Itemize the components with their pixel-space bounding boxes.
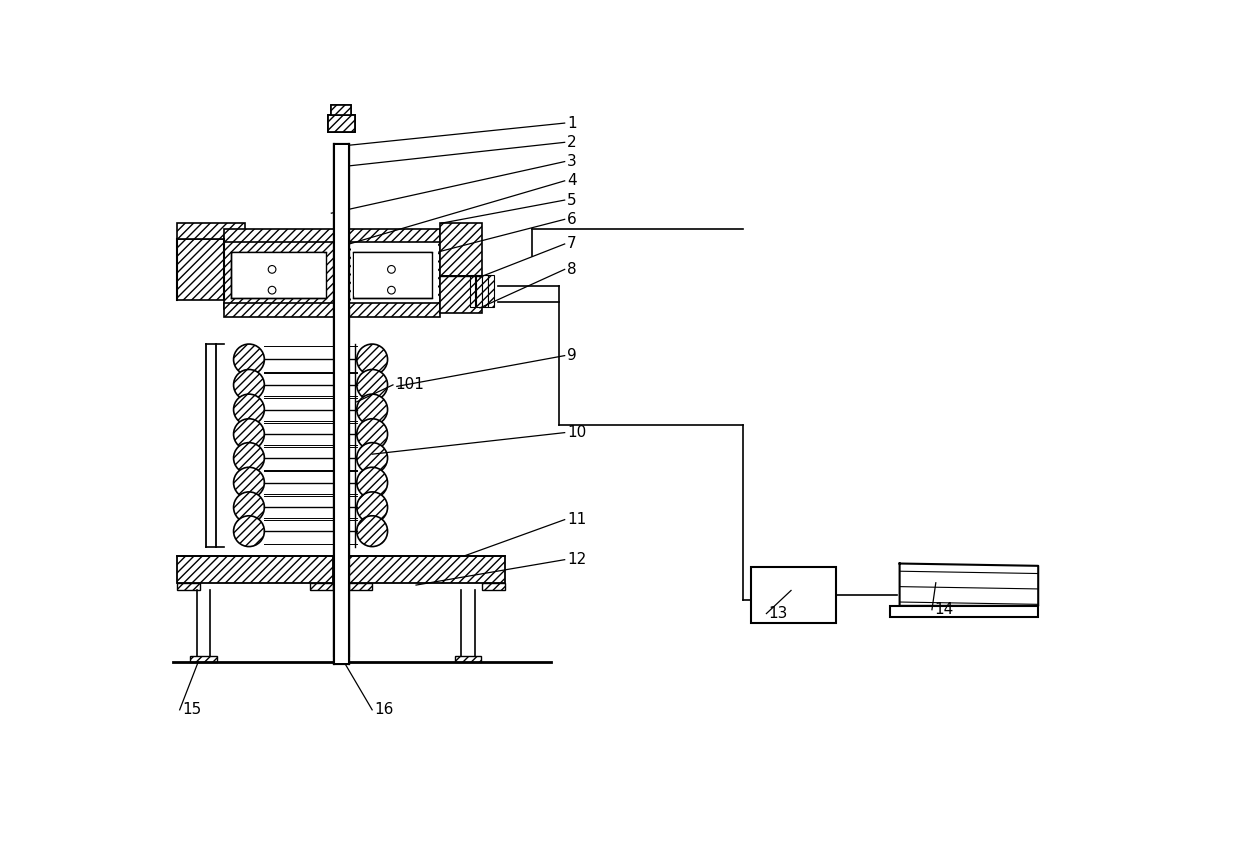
Text: 10: 10 [567, 426, 587, 440]
Circle shape [357, 419, 388, 449]
Bar [223, 303, 440, 317]
Circle shape [268, 266, 277, 273]
Text: 1: 1 [567, 116, 577, 130]
Bar [335, 145, 348, 663]
Bar [233, 253, 325, 296]
Bar [331, 106, 351, 114]
Text: 3: 3 [567, 154, 577, 169]
Bar [334, 144, 350, 663]
Text: 15: 15 [182, 702, 201, 717]
Circle shape [357, 516, 388, 547]
Bar [177, 556, 332, 583]
Bar [191, 656, 217, 662]
Circle shape [233, 419, 264, 449]
Circle shape [357, 467, 388, 498]
Bar [350, 236, 440, 310]
Bar [355, 253, 430, 296]
Text: 6: 6 [567, 212, 577, 227]
Text: 9: 9 [567, 348, 577, 363]
Circle shape [388, 266, 396, 273]
Text: 16: 16 [374, 702, 394, 717]
Bar [177, 239, 223, 300]
Circle shape [233, 442, 264, 474]
Bar [482, 275, 487, 307]
Bar [440, 276, 482, 312]
Circle shape [233, 370, 264, 400]
Bar [335, 145, 348, 663]
Text: 4: 4 [567, 173, 577, 189]
Circle shape [268, 286, 277, 294]
Bar [455, 656, 481, 662]
Text: 11: 11 [567, 512, 587, 527]
Bar [327, 114, 355, 132]
Circle shape [233, 467, 264, 498]
Circle shape [357, 344, 388, 375]
Text: 14: 14 [934, 602, 954, 618]
Bar [350, 583, 372, 591]
Circle shape [388, 286, 396, 294]
Bar [331, 106, 351, 114]
Bar [440, 223, 482, 276]
Text: 5: 5 [567, 193, 577, 207]
Bar [231, 251, 326, 298]
Text: 13: 13 [769, 606, 789, 621]
Text: 8: 8 [567, 262, 577, 277]
Circle shape [357, 394, 388, 425]
Bar [177, 583, 201, 591]
Bar [889, 606, 1038, 618]
Bar [334, 144, 350, 663]
Bar [489, 275, 494, 307]
Text: 7: 7 [567, 237, 577, 251]
Circle shape [233, 394, 264, 425]
Circle shape [233, 492, 264, 523]
Bar [223, 236, 334, 310]
Bar [223, 228, 440, 243]
Bar [327, 114, 355, 132]
Bar [310, 583, 332, 591]
Text: 2: 2 [567, 135, 577, 150]
Text: 101: 101 [396, 377, 424, 393]
Text: 12: 12 [567, 552, 587, 567]
Circle shape [357, 370, 388, 400]
Circle shape [357, 492, 388, 523]
Bar [177, 223, 246, 239]
Bar [481, 583, 505, 591]
Bar [350, 556, 505, 583]
Circle shape [233, 344, 264, 375]
Bar [470, 275, 475, 307]
Bar [351, 238, 439, 308]
Bar [751, 568, 836, 623]
Bar [476, 275, 481, 307]
Circle shape [357, 442, 388, 474]
Bar [353, 251, 433, 298]
Circle shape [233, 516, 264, 547]
